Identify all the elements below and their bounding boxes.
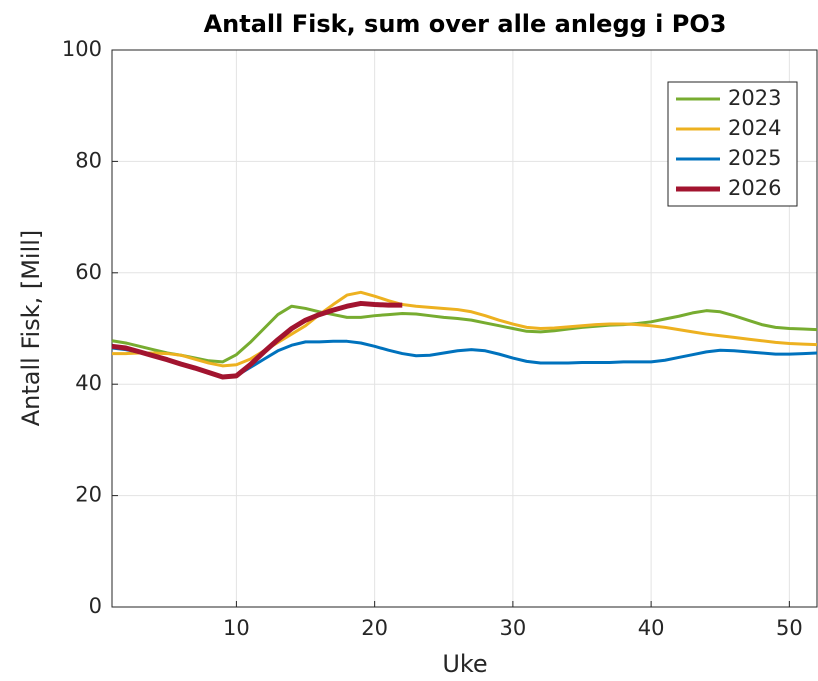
y-tick-label: 20 [75,483,102,507]
legend-label: 2026 [728,176,781,200]
chart-title: Antall Fisk, sum over alle anlegg i PO3 [204,10,727,38]
legend-box [667,81,798,207]
x-tick-label: 20 [361,616,388,640]
legend-label: 2023 [728,86,781,110]
legend-label: 2024 [728,116,781,140]
y-tick-label: 60 [75,260,102,284]
y-tick-label: 0 [89,594,102,618]
x-tick-label: 30 [500,616,527,640]
y-tick-label: 100 [62,37,102,61]
series-line [111,304,818,364]
x-tick-label: 50 [776,616,803,640]
series-line [111,300,403,380]
series-line [112,290,818,368]
legend-label: 2025 [728,146,781,170]
x-tick-label: 40 [638,616,665,640]
y-axis-label: Antall Fisk, [Mill] [17,230,45,427]
x-tick-label: 10 [223,616,250,640]
x-axis-label: Uke [442,650,487,678]
y-tick-label: 80 [75,148,102,172]
y-tick-label: 40 [75,371,102,395]
